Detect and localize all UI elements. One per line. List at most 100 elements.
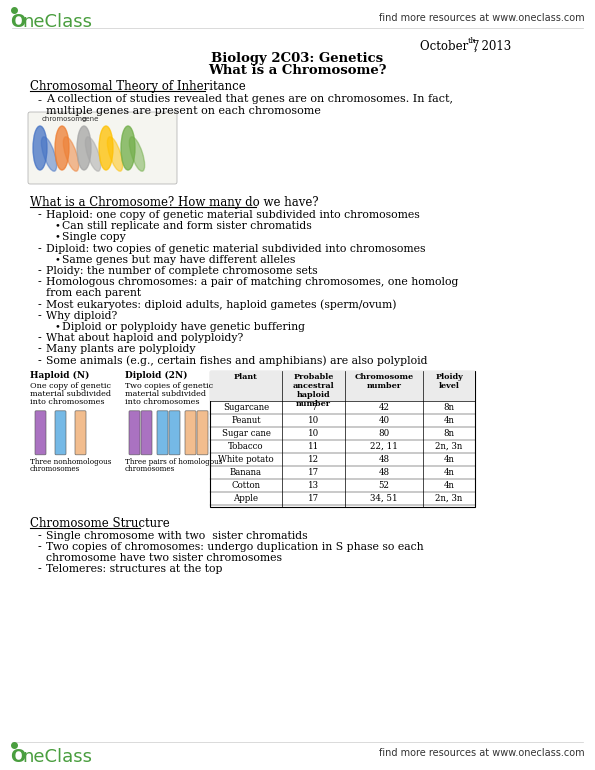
Text: •: • [54,233,60,242]
Text: Single copy: Single copy [62,233,126,243]
Text: Some animals (e.g., certain fishes and amphibians) are also polyploid: Some animals (e.g., certain fishes and a… [46,356,427,367]
Text: -: - [38,243,42,253]
Text: 8n: 8n [443,403,455,412]
Text: Chromosomal Theory of Inheritance: Chromosomal Theory of Inheritance [30,80,246,93]
Text: 10: 10 [308,416,319,425]
Text: •: • [54,255,60,264]
Text: th: th [468,37,477,45]
Text: gene: gene [82,116,99,122]
Text: from each parent: from each parent [46,289,141,299]
Text: -: - [38,356,42,366]
FancyBboxPatch shape [28,112,177,184]
Text: 40: 40 [378,416,390,425]
Text: Apple: Apple [233,494,259,503]
Ellipse shape [77,126,91,170]
Ellipse shape [42,137,57,171]
FancyBboxPatch shape [55,411,66,455]
Text: chromosomes: chromosomes [125,465,176,473]
Text: Biology 2C03: Genetics: Biology 2C03: Genetics [211,52,383,65]
Text: neClass: neClass [22,13,92,31]
Text: 13: 13 [308,480,319,490]
Text: 2n, 3n: 2n, 3n [436,494,463,503]
FancyBboxPatch shape [35,411,46,455]
Ellipse shape [85,137,101,171]
FancyBboxPatch shape [157,411,168,455]
Text: 80: 80 [378,429,390,438]
Text: neClass: neClass [22,748,92,766]
Text: Diploid or polyploidy have genetic buffering: Diploid or polyploidy have genetic buffe… [62,322,305,332]
Text: Telomeres: structures at the top: Telomeres: structures at the top [46,564,223,574]
Text: •: • [54,221,60,230]
Text: multiple genes are present on each chromosome: multiple genes are present on each chrom… [46,106,321,116]
Text: Diploid (2N): Diploid (2N) [125,371,187,380]
FancyBboxPatch shape [197,411,208,455]
Text: -: - [38,210,42,220]
Text: Single chromosome with two  sister chromatids: Single chromosome with two sister chroma… [46,531,308,541]
Text: O: O [10,748,25,766]
Text: Three pairs of homologous: Three pairs of homologous [125,458,223,466]
Text: -: - [38,94,42,107]
Text: 12: 12 [308,455,319,464]
Text: A collection of studies revealed that genes are on chromosomes. In fact,: A collection of studies revealed that ge… [46,94,453,104]
Ellipse shape [107,137,123,171]
Text: Peanut: Peanut [231,416,261,425]
Text: -: - [38,300,42,310]
Text: One copy of genetic: One copy of genetic [30,382,111,390]
Text: -: - [38,311,42,321]
Text: chromosome have two sister chromosomes: chromosome have two sister chromosomes [46,553,282,563]
Text: Why diploid?: Why diploid? [46,311,117,321]
FancyBboxPatch shape [75,411,86,455]
Text: 17: 17 [308,468,319,477]
Text: Probable
ancestral
haploid
number: Probable ancestral haploid number [293,373,334,408]
Text: material subdivided: material subdivided [125,390,206,398]
Bar [210,371,475,507]
Ellipse shape [121,126,135,170]
Text: 52: 52 [378,480,390,490]
Text: 4n: 4n [443,455,455,464]
Text: 4n: 4n [443,468,455,477]
Text: Sugarcane: Sugarcane [223,403,269,412]
Text: O: O [10,13,25,31]
FancyBboxPatch shape [169,411,180,455]
Text: 8n: 8n [443,429,455,438]
Text: Tobacco: Tobacco [228,442,264,450]
Text: -: - [38,333,42,343]
Bar [210,371,475,401]
Text: 17: 17 [308,494,319,503]
Text: Sugar cane: Sugar cane [221,429,271,438]
Text: October 7: October 7 [420,40,480,53]
FancyBboxPatch shape [129,411,140,455]
Text: Chromosome
number: Chromosome number [355,373,414,390]
Text: 4n: 4n [443,480,455,490]
FancyBboxPatch shape [185,411,196,455]
FancyBboxPatch shape [141,411,152,455]
Text: What is a Chromosome? How many do we have?: What is a Chromosome? How many do we hav… [30,196,319,209]
Text: find more resources at www.oneclass.com: find more resources at www.oneclass.com [380,13,585,23]
Text: What is a Chromosome?: What is a Chromosome? [208,64,386,77]
Text: Haploid (N): Haploid (N) [30,371,89,380]
Text: 10: 10 [308,429,319,438]
Text: Homologous chromosomes: a pair of matching chromosomes, one homolog: Homologous chromosomes: a pair of matchi… [46,277,458,287]
Text: 42: 42 [378,403,390,412]
Text: 2n, 3n: 2n, 3n [436,442,463,450]
Ellipse shape [33,126,47,170]
Text: 4n: 4n [443,416,455,425]
Text: Many plants are polyploidy: Many plants are polyploidy [46,344,196,354]
Text: •: • [54,322,60,331]
Text: Diploid: two copies of genetic material subdivided into chromosomes: Diploid: two copies of genetic material … [46,243,425,253]
Text: into chromosomes: into chromosomes [125,398,199,406]
Text: Ploidy: the number of complete chromosome sets: Ploidy: the number of complete chromosom… [46,266,318,276]
Text: Ploidy
level: Ploidy level [435,373,463,390]
Text: -: - [38,266,42,276]
Text: Cotton: Cotton [231,480,261,490]
Text: 34, 51: 34, 51 [370,494,398,503]
Text: Can still replicate and form sister chromatids: Can still replicate and form sister chro… [62,221,312,231]
Text: Plant: Plant [234,373,258,381]
Ellipse shape [63,137,79,171]
Text: 7: 7 [311,403,317,412]
Text: Two copies of genetic: Two copies of genetic [125,382,213,390]
Ellipse shape [129,137,145,171]
Text: Two copies of chromosomes: undergo duplication in S phase so each: Two copies of chromosomes: undergo dupli… [46,542,424,552]
Text: Three nonhomologous: Three nonhomologous [30,458,111,466]
Text: Chromosome Structure: Chromosome Structure [30,517,170,530]
